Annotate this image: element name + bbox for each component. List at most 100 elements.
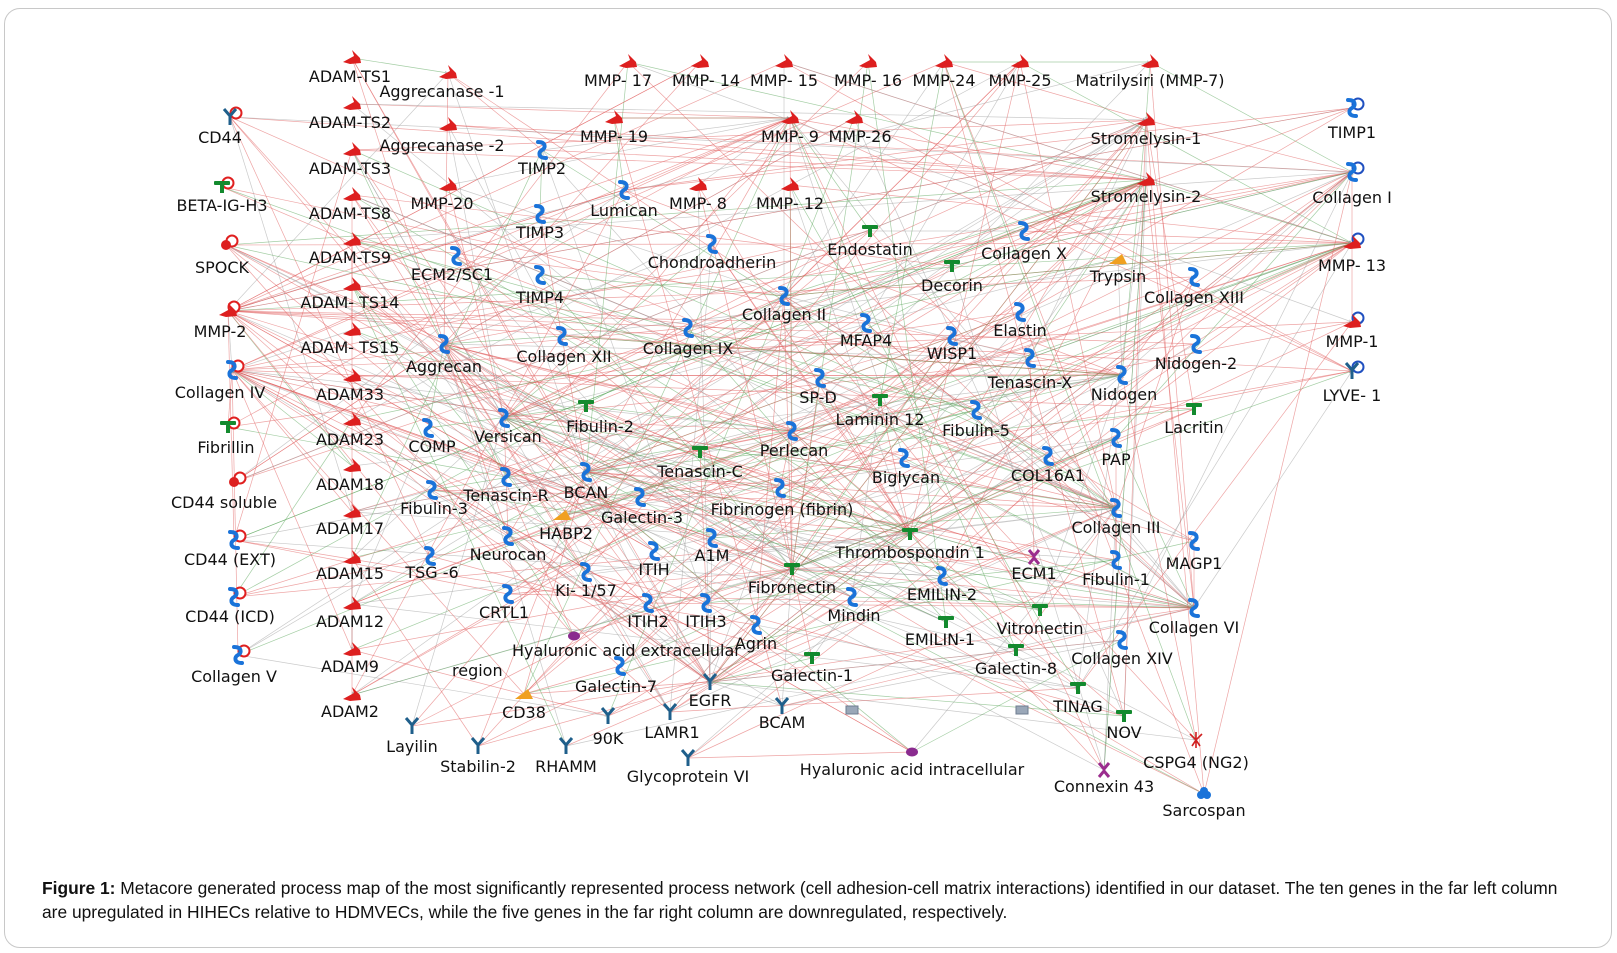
interaction-edge [1115,171,1353,439]
network-node: Lumican [590,180,658,220]
protein-icon [1110,550,1122,570]
network-node: SP-D [799,368,837,407]
node-label: Thrombospondin 1 [834,543,985,562]
node-label: Nidogen-2 [1155,354,1237,373]
node-label: Lumican [590,201,658,220]
node-label: Collagen VI [1149,618,1240,637]
interaction-edge [585,470,911,535]
interaction-edge [351,276,1195,605]
interaction-edge [709,680,1125,717]
interaction-edge [789,117,905,459]
interaction-edge [627,61,1353,323]
node-label: MMP- 14 [672,71,740,90]
interaction-edge [351,189,625,696]
protease-icon [343,50,361,64]
interaction-edge [351,239,977,411]
protein-icon [1346,162,1358,182]
network-node: MMP- 12 [756,177,824,213]
node-label: ITIH [638,560,669,579]
node-label: SPOCK [195,258,250,277]
interaction-edge [523,665,621,695]
node-label: MMP-25 [988,71,1051,90]
network-node: MAGP1 [1166,531,1222,573]
protease-icon [343,368,361,382]
node-label: MMP-26 [828,127,891,146]
network-node: LYVE- 1 [1323,360,1381,405]
interaction-edge [879,399,912,535]
interaction-edge [503,417,947,623]
network-node: Aggrecanase -2 [379,117,505,155]
network-node: MMP- 8 [669,177,727,213]
protease-icon [343,96,361,110]
network-node: Ki- 1/57 [555,562,617,600]
node-label: Galectin-7 [575,677,657,696]
node-label: ADAM-TS8 [309,204,391,223]
interaction-edge [427,343,446,429]
interaction-edge [565,507,1117,747]
network-node: ADAM2 [321,687,379,721]
interaction-edge [227,310,671,713]
interaction-edge [351,284,587,573]
interaction-edge [709,681,783,707]
interaction-edge [227,72,449,312]
network-node: Matrilysiri (MMP-7) [1075,54,1225,90]
interaction-edge [447,184,505,419]
network-node: ITIH [638,541,670,579]
network-node: MMP-24 [912,54,976,90]
interaction-edge [351,194,671,713]
network-node: EGFR [689,673,731,710]
interaction-edge [227,310,353,467]
interaction-edge [791,437,1117,570]
network-node: MMP-26 [828,110,892,146]
interaction-edge [351,194,911,535]
interaction-edge [231,117,791,371]
interaction-edge [231,369,913,753]
interaction-edge [227,310,234,371]
protease-icon [1343,314,1361,328]
protein-icon [500,467,512,487]
interaction-edge [227,61,701,312]
interaction-edge [783,61,945,297]
protease-icon [343,322,361,336]
node-label: Tenascin-R [462,486,548,505]
network-node: ADAM-TS8 [309,187,391,223]
protein-icon [682,318,694,338]
network-node: CRTL1 [479,584,529,622]
interaction-edge [669,242,1353,713]
interaction-edge [669,596,853,713]
protein-icon [502,526,514,546]
interaction-edge [455,255,713,539]
interaction-edge [669,568,793,713]
ligand-icon [578,400,594,412]
network-node: Collagen VI [1149,598,1240,637]
interaction-edge [507,535,1017,652]
network-node: COL16A1 [1011,446,1085,485]
interaction-edge [903,457,1195,609]
node-label: PAP [1101,450,1131,469]
interaction-edge [943,61,1117,509]
interaction-edge [687,374,1123,759]
node-label: Trypsin [1089,267,1147,286]
ligand-icon [804,652,820,664]
interaction-edge [709,596,853,683]
network-node: ITIH3 [685,593,727,631]
node-label: ADAM-TS3 [309,159,391,178]
protein-icon [556,326,568,346]
ligand-icon [1116,710,1132,722]
interaction-edge [227,310,655,552]
ligand-icon [938,616,954,628]
protein-icon [228,530,240,550]
protein-icon [700,593,712,613]
node-label: 90K [593,729,624,748]
protein-icon [1190,334,1202,354]
interaction-edge [791,335,953,570]
protease-icon [439,177,457,191]
interaction-edge [791,556,1035,571]
node-label: MMP-1 [1326,332,1379,351]
node-label: Galectin-3 [601,508,683,527]
node-label: WISP1 [927,344,978,363]
interaction-edge [1144,61,1151,121]
interaction-edge [411,606,1195,727]
network-node: Galectin-1 [771,652,853,685]
interaction-edge [585,399,881,473]
